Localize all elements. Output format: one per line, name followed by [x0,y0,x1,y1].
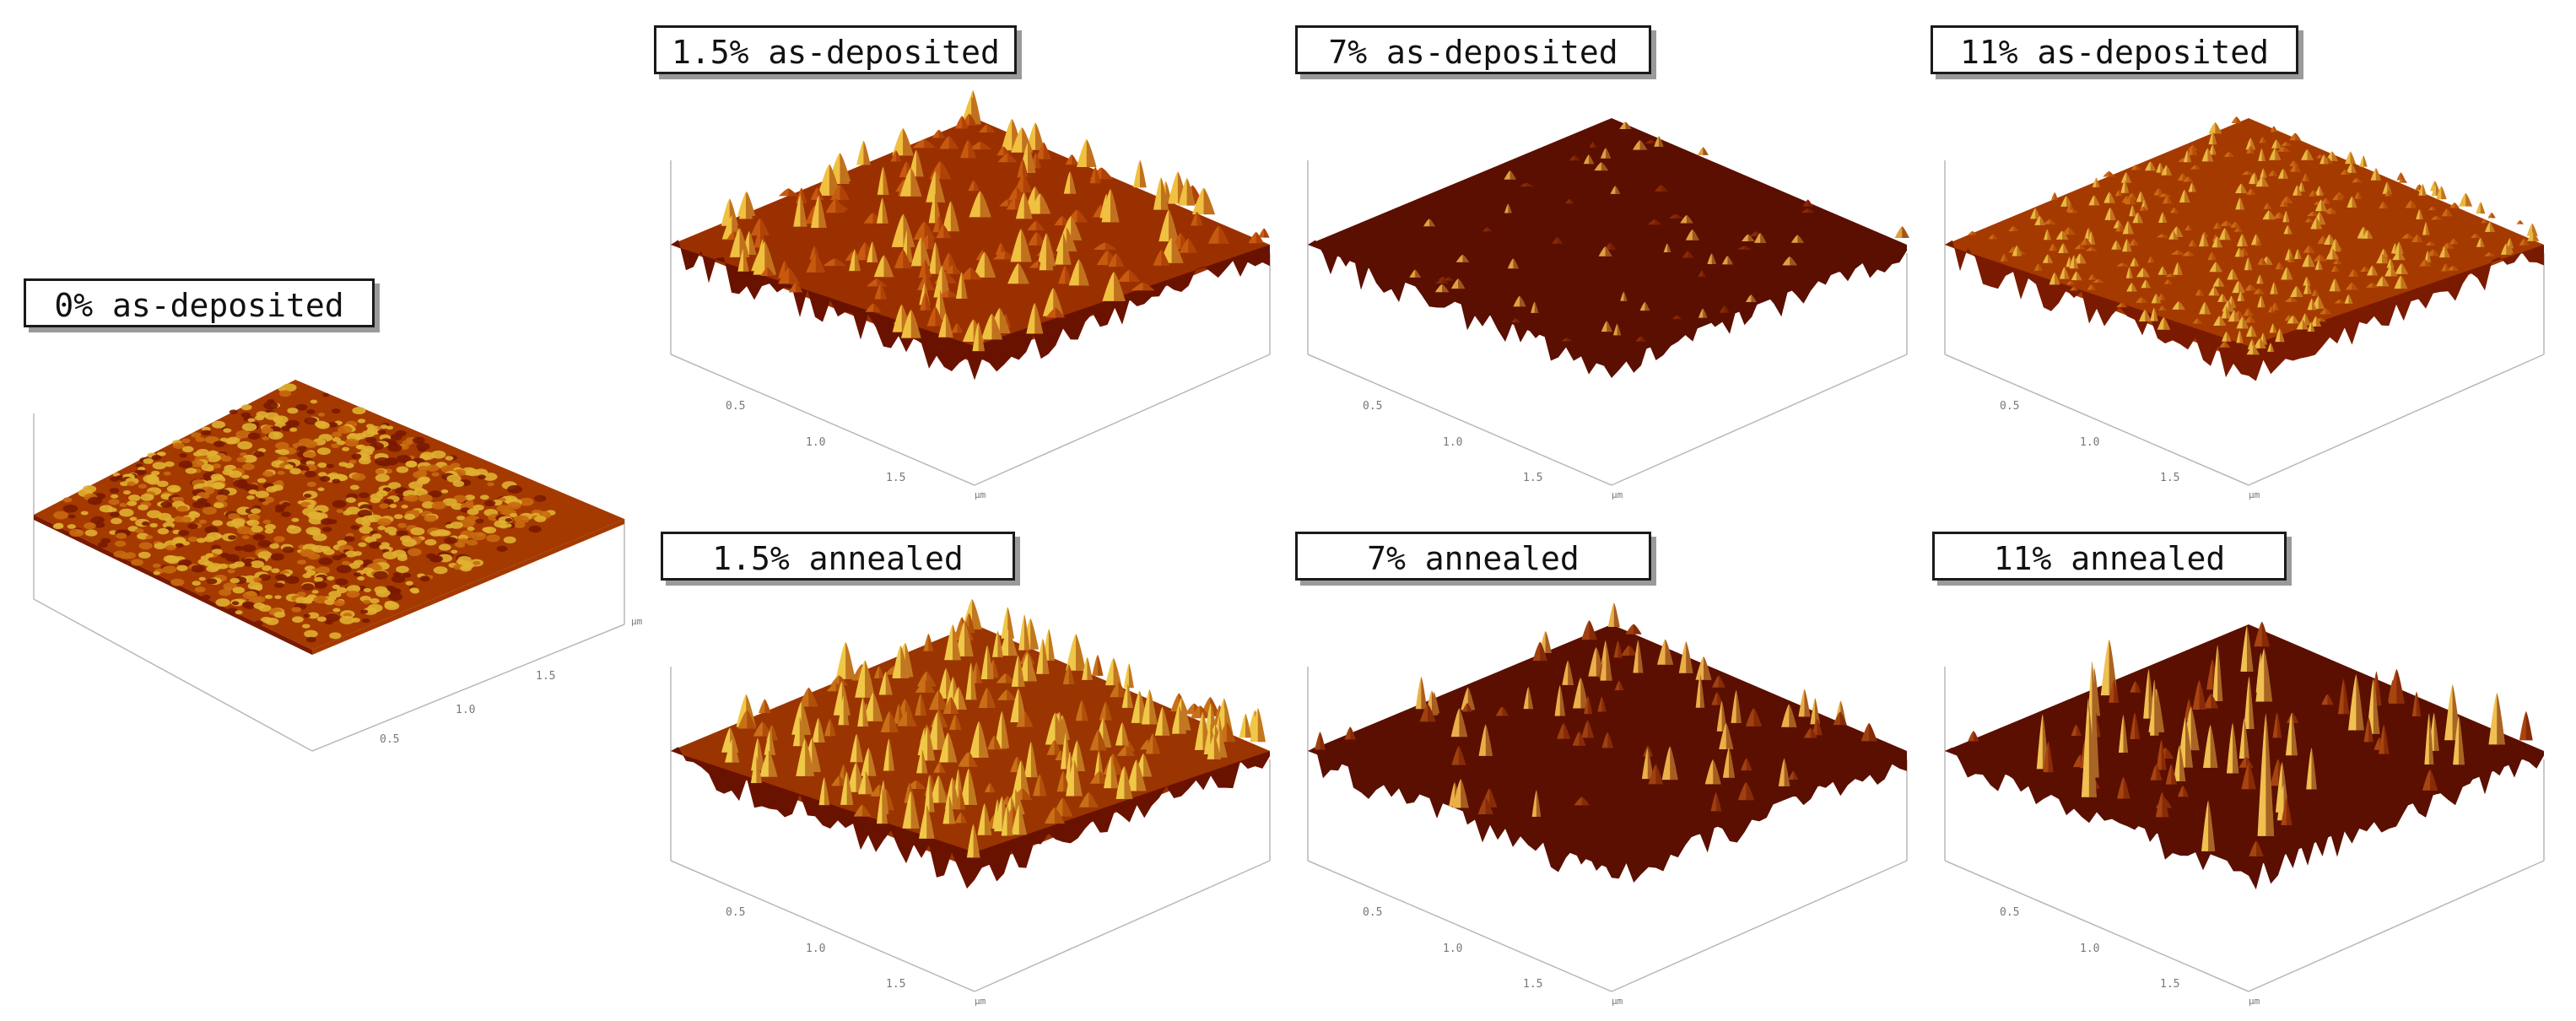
panel-label: 1.5% as-deposited [654,25,1017,74]
axis-box [33,413,625,752]
afm-surface-image: 0.5 1.0 1.5 µm [1944,116,2545,500]
panel-label: 11% annealed [1932,532,2287,581]
afm-surface-image: 0.5 1.0 1.5 µm [670,598,1271,1007]
tick-label: 1.0 [1443,943,1462,955]
tick-label: 0.5 [1363,906,1382,919]
tick-label: 1.5 [2160,978,2179,991]
unit-label: µm [2249,489,2260,500]
tick-label: 1.5 [2160,472,2179,484]
axis-box [1944,160,2545,486]
tick-label: 0.5 [1363,400,1382,413]
surface-texture [1945,621,2544,890]
panel-label: 7% as-deposited [1295,25,1651,74]
tick-label: 0.5 [2000,906,2019,919]
tick-label: 0.5 [380,733,399,746]
unit-label: µm [2249,996,2260,1007]
afm-surface-image: 0.5 1.0 1.5 µm [670,90,1271,500]
unit-label: µm [1612,489,1623,500]
unit-label: µm [975,996,986,1007]
afm-surface-image: 0.5 1.0 1.5 µm [1307,118,1909,500]
tick-label: 1.5 [536,670,555,683]
tick-label: 1.0 [806,943,825,955]
surface-texture [1308,118,1909,378]
axis-box [670,667,1271,992]
panel-label: 7% annealed [1295,532,1651,581]
surface-texture [1945,116,2544,381]
afm-surface-image: 0.5 1.0 1.5 µm [33,380,643,752]
surface-texture [671,90,1270,381]
tick-label: 0.5 [2000,400,2019,413]
afm-surface-image: 0.5 1.0 1.5 µm [1944,621,2545,1007]
tick-label: 1.0 [1443,436,1462,449]
surface-texture [1308,602,1907,883]
axis-box [670,160,1271,486]
axis-box [1307,160,1908,486]
afm-surface-image: 0.5 1.0 1.5 µm [1307,602,1908,1007]
unit-label: µm [1612,996,1623,1007]
tick-label: 1.5 [886,472,905,484]
tick-label: 1.0 [2080,436,2099,449]
tick-label: 1.0 [2080,943,2099,955]
unit-label: µm [975,489,986,500]
tick-label: 1.0 [806,436,825,449]
tick-label: 1.5 [886,978,905,991]
tick-label: 1.5 [1523,978,1542,991]
surface-texture [34,380,624,655]
tick-label: 1.0 [456,704,475,716]
unit-label: µm [631,616,643,627]
surface-texture [671,598,1270,889]
tick-label: 1.5 [1523,472,1542,484]
panel-label: 1.5% annealed [661,532,1015,581]
tick-label: 0.5 [726,400,745,413]
axis-box [1944,667,2545,992]
axis-box [1307,667,1908,992]
tick-label: 0.5 [726,906,745,919]
panel-label: 0% as-deposited [24,278,375,327]
panel-label: 11% as-deposited [1931,25,2298,74]
